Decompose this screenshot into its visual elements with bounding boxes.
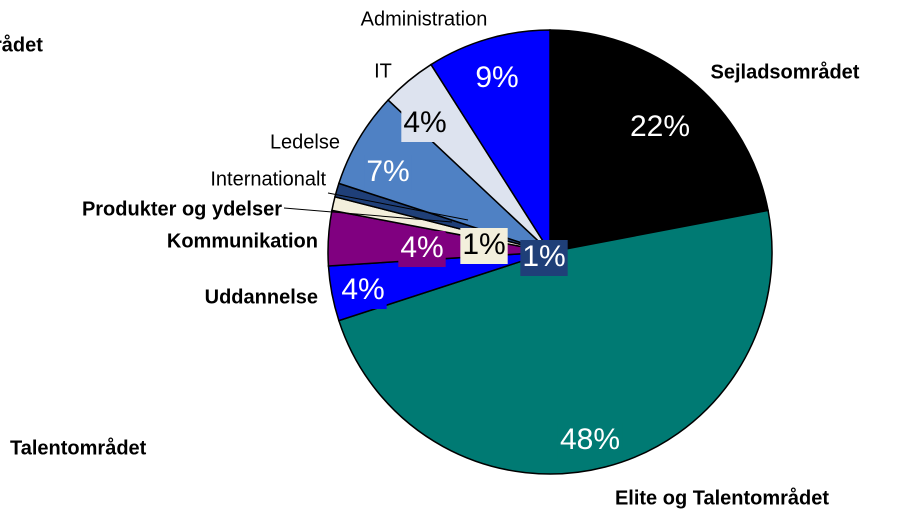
leader-line [283, 207, 453, 223]
category-label: Produkter og ydelser [82, 198, 282, 220]
category-label: Internationalt [210, 168, 326, 190]
category-label: Ledelse [270, 131, 340, 153]
category-label: IT [374, 60, 392, 82]
category-label: Administration [361, 8, 488, 30]
value-label: 7% [366, 155, 409, 188]
value-label: 1% [522, 240, 565, 273]
value-label: 4% [341, 273, 384, 306]
leader-line [327, 192, 469, 221]
value-label-bg [339, 273, 387, 309]
value-label: 4% [403, 106, 446, 139]
value-label-bg [520, 240, 568, 276]
value-label-bg [460, 228, 508, 264]
value-label: 22% [630, 110, 690, 143]
value-label: 4% [400, 231, 443, 264]
value-label-bg [627, 110, 693, 146]
value-label-bg [364, 155, 412, 191]
value-label: 1% [462, 228, 505, 261]
value-label: 48% [560, 423, 620, 456]
annotation: rådet [0, 33, 43, 56]
value-label-bg [401, 106, 449, 142]
value-label-bg [557, 423, 623, 459]
value-label-bg [398, 231, 446, 267]
annotation: Talentområdet [10, 436, 147, 459]
category-label: Sejladsområdet [711, 60, 860, 83]
value-label: 9% [475, 61, 518, 94]
value-label-bg [473, 61, 521, 97]
category-label: Elite og Talentområdet [615, 486, 829, 509]
pie-slice [337, 209, 773, 475]
category-label: Kommunikation [167, 230, 318, 252]
category-label: Uddannelse [205, 286, 318, 308]
